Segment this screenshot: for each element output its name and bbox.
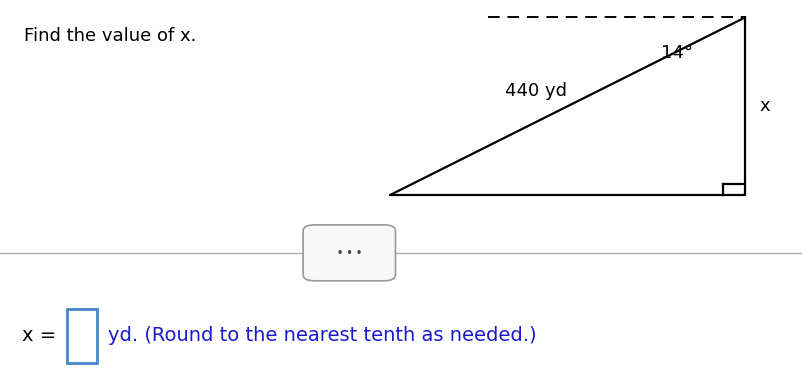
- Text: yd. (Round to the nearest tenth as needed.): yd. (Round to the nearest tenth as neede…: [108, 326, 537, 345]
- Text: x =: x =: [22, 326, 57, 345]
- Text: x: x: [759, 97, 769, 115]
- Text: Find the value of x.: Find the value of x.: [24, 27, 196, 45]
- Text: 440 yd: 440 yd: [504, 82, 566, 100]
- Text: 14°: 14°: [660, 44, 692, 63]
- Text: • • •: • • •: [336, 248, 362, 258]
- FancyBboxPatch shape: [303, 225, 395, 281]
- FancyBboxPatch shape: [67, 309, 97, 363]
